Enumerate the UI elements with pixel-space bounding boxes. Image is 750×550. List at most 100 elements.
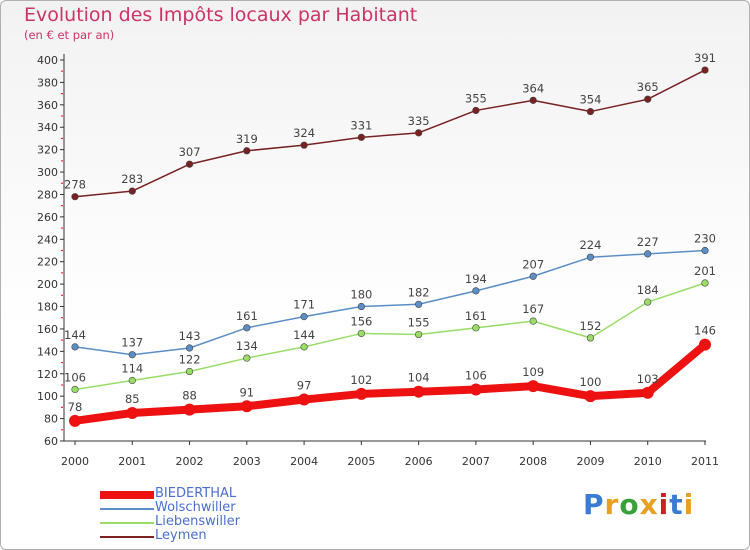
data-label: 104 (408, 371, 430, 385)
y-tick-label: 80 (44, 413, 58, 426)
data-label: 103 (637, 372, 659, 386)
data-point (69, 414, 81, 427)
x-tick-label: 2001 (118, 455, 146, 468)
x-tick-label: 2000 (61, 455, 89, 468)
data-label: 144 (293, 328, 315, 342)
data-label: 78 (68, 400, 83, 414)
data-point (355, 387, 368, 400)
data-point (415, 129, 423, 137)
data-point (128, 187, 136, 195)
logo-letter: t (669, 488, 684, 521)
data-label: 137 (121, 336, 143, 350)
data-label: 307 (179, 145, 201, 159)
data-label: 85 (125, 392, 140, 406)
data-label: 155 (408, 316, 430, 330)
data-label: 180 (350, 288, 372, 302)
data-point (415, 300, 423, 308)
data-label: 391 (694, 51, 716, 65)
legend-swatch (100, 491, 154, 499)
x-tick-label: 2002 (176, 455, 204, 468)
legend-label: BIEDERTHAL (155, 486, 237, 501)
data-label: 184 (637, 283, 659, 297)
data-point (529, 317, 537, 325)
y-tick-label: 100 (37, 390, 58, 403)
data-point (243, 324, 251, 332)
data-point (240, 400, 253, 413)
data-point (701, 246, 709, 255)
x-tick-label: 2006 (405, 455, 433, 468)
data-label: 230 (694, 232, 716, 246)
data-label: 161 (236, 309, 258, 323)
data-label: 201 (694, 264, 716, 278)
proxiti-logo: Proxiti (583, 488, 694, 521)
data-label: 331 (350, 118, 372, 132)
data-label: 182 (408, 285, 430, 299)
data-point (298, 393, 311, 406)
data-point (586, 253, 595, 261)
data-label: 194 (465, 272, 487, 286)
data-point (71, 193, 79, 201)
data-label: 88 (182, 389, 197, 403)
data-label: 106 (64, 370, 86, 384)
data-label: 102 (350, 373, 372, 387)
data-label: 364 (522, 81, 544, 95)
legend-label: Leymen (155, 528, 207, 543)
data-label: 319 (236, 132, 258, 146)
x-tick-label: 2011 (691, 455, 719, 468)
data-label: 224 (579, 238, 601, 252)
data-point (300, 313, 308, 321)
data-point (183, 403, 196, 416)
data-point (472, 324, 480, 332)
data-label: 167 (522, 302, 544, 316)
y-tick-label: 360 (37, 99, 58, 112)
chart-subtitle: (en € et par an) (24, 28, 115, 42)
x-tick-label: 2010 (634, 455, 662, 468)
data-point (529, 96, 537, 104)
chart-title: Evolution des Impôts locaux par Habitant (24, 4, 418, 26)
y-tick-label: 180 (37, 301, 58, 314)
y-tick-label: 320 (37, 144, 58, 157)
data-point (644, 250, 652, 258)
series-line-biederthal (71, 340, 709, 425)
data-point (128, 376, 136, 385)
legend-swatch (100, 536, 154, 538)
data-point (243, 354, 251, 362)
data-point (357, 329, 365, 338)
logo-letter: r (604, 488, 620, 521)
y-tick-label: 240 (37, 233, 58, 246)
data-point (357, 133, 365, 141)
data-label: 365 (637, 80, 659, 94)
data-label: 227 (637, 235, 659, 249)
y-tick-label: 140 (37, 345, 58, 358)
data-point (300, 141, 308, 149)
data-point (472, 287, 480, 295)
data-label: 207 (522, 257, 544, 271)
data-label: 122 (179, 353, 201, 367)
data-label: 335 (408, 114, 430, 128)
data-point (529, 272, 537, 280)
x-tick-label: 2009 (576, 455, 604, 468)
x-tick-label: 2008 (519, 455, 547, 468)
legend-swatch (100, 508, 154, 510)
legend-swatch (100, 522, 154, 524)
data-point (469, 383, 482, 396)
x-tick-label: 2003 (233, 455, 261, 468)
y-tick-label: 200 (37, 278, 58, 291)
data-point (586, 107, 595, 116)
data-label: 106 (465, 368, 487, 382)
data-point (472, 106, 480, 115)
data-label: 146 (694, 324, 716, 338)
data-label: 156 (350, 314, 372, 328)
x-tick-label: 2004 (290, 455, 318, 468)
data-point (71, 343, 79, 351)
data-point (644, 298, 652, 306)
logo-letter: x (639, 488, 659, 521)
y-tick-label: 400 (37, 54, 58, 67)
data-label: 354 (579, 93, 601, 107)
logo-letter: o (619, 488, 640, 521)
data-point (412, 385, 425, 398)
legend-label: Liebenswiller (155, 514, 240, 529)
data-point (701, 66, 709, 74)
